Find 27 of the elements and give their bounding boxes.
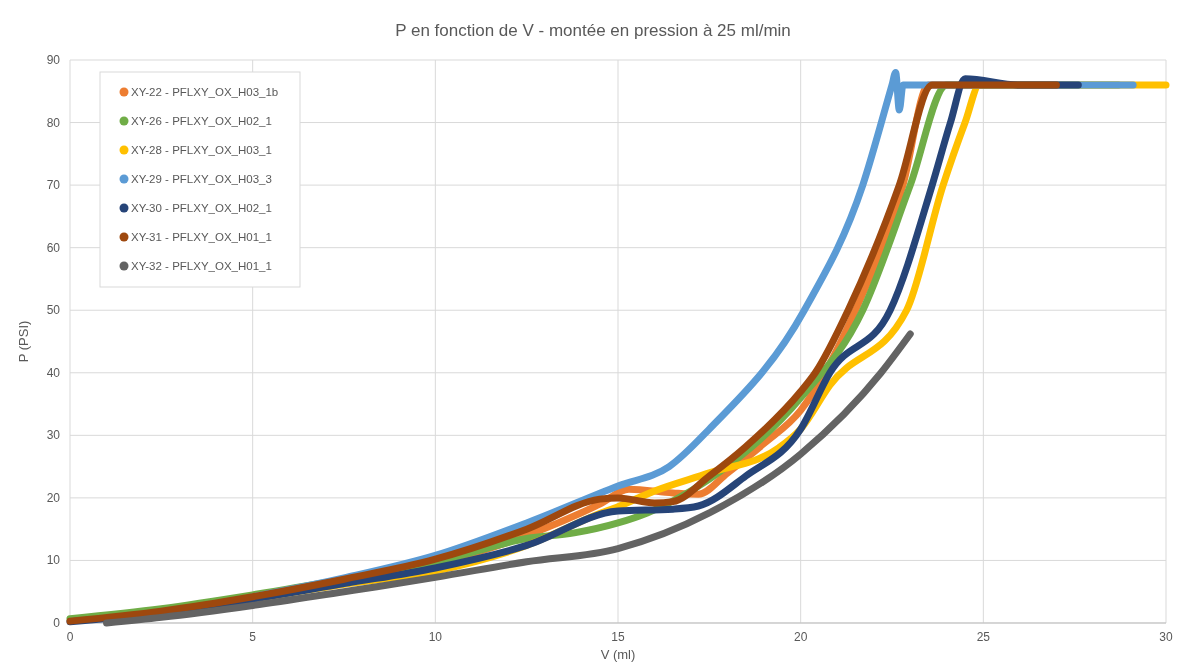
x-tick-label: 25 (976, 630, 991, 644)
x-tick-label: 10 (428, 630, 443, 644)
y-tick-label: 70 (46, 178, 61, 193)
x-tick-label: 30 (1159, 630, 1173, 644)
y-tick-label: 60 (46, 240, 61, 255)
chart-title: P en fonction de V - montée en pression à 25 ml/min (395, 21, 791, 40)
y-tick-label: 30 (46, 428, 61, 443)
x-axis-title: V (ml) (600, 647, 636, 662)
y-tick-label: 80 (46, 115, 61, 130)
legend-label: XY-31 - PFLXY_OX_H01_1 (131, 231, 272, 243)
legend-label: XY-29 - PFLXY_OX_H03_3 (131, 173, 272, 185)
legend-label: XY-28 - PFLXY_OX_H03_1 (131, 144, 272, 156)
y-tick-label: 10 (46, 553, 61, 568)
legend-label: XY-22 - PFLXY_OX_H03_1b (131, 86, 279, 98)
x-tick-label: 15 (611, 630, 625, 644)
legend-label: XY-26 - PFLXY_OX_H02_1 (131, 115, 272, 127)
y-tick-label: 20 (46, 490, 61, 505)
y-tick-label: 90 (46, 53, 61, 67)
y-tick-label: 0 (53, 616, 61, 630)
x-tick-label: 20 (793, 630, 808, 644)
legend-label: XY-32 - PFLXY_OX_H01_1 (131, 260, 272, 272)
legend-label: XY-30 - PFLXY_OX_H02_1 (131, 202, 272, 214)
x-tick-label: 5 (249, 630, 257, 644)
x-tick-label: 0 (66, 630, 74, 644)
y-tick-label: 40 (46, 365, 61, 380)
y-tick-label: 50 (46, 303, 61, 318)
y-axis-title: P (PSI) (16, 320, 31, 363)
